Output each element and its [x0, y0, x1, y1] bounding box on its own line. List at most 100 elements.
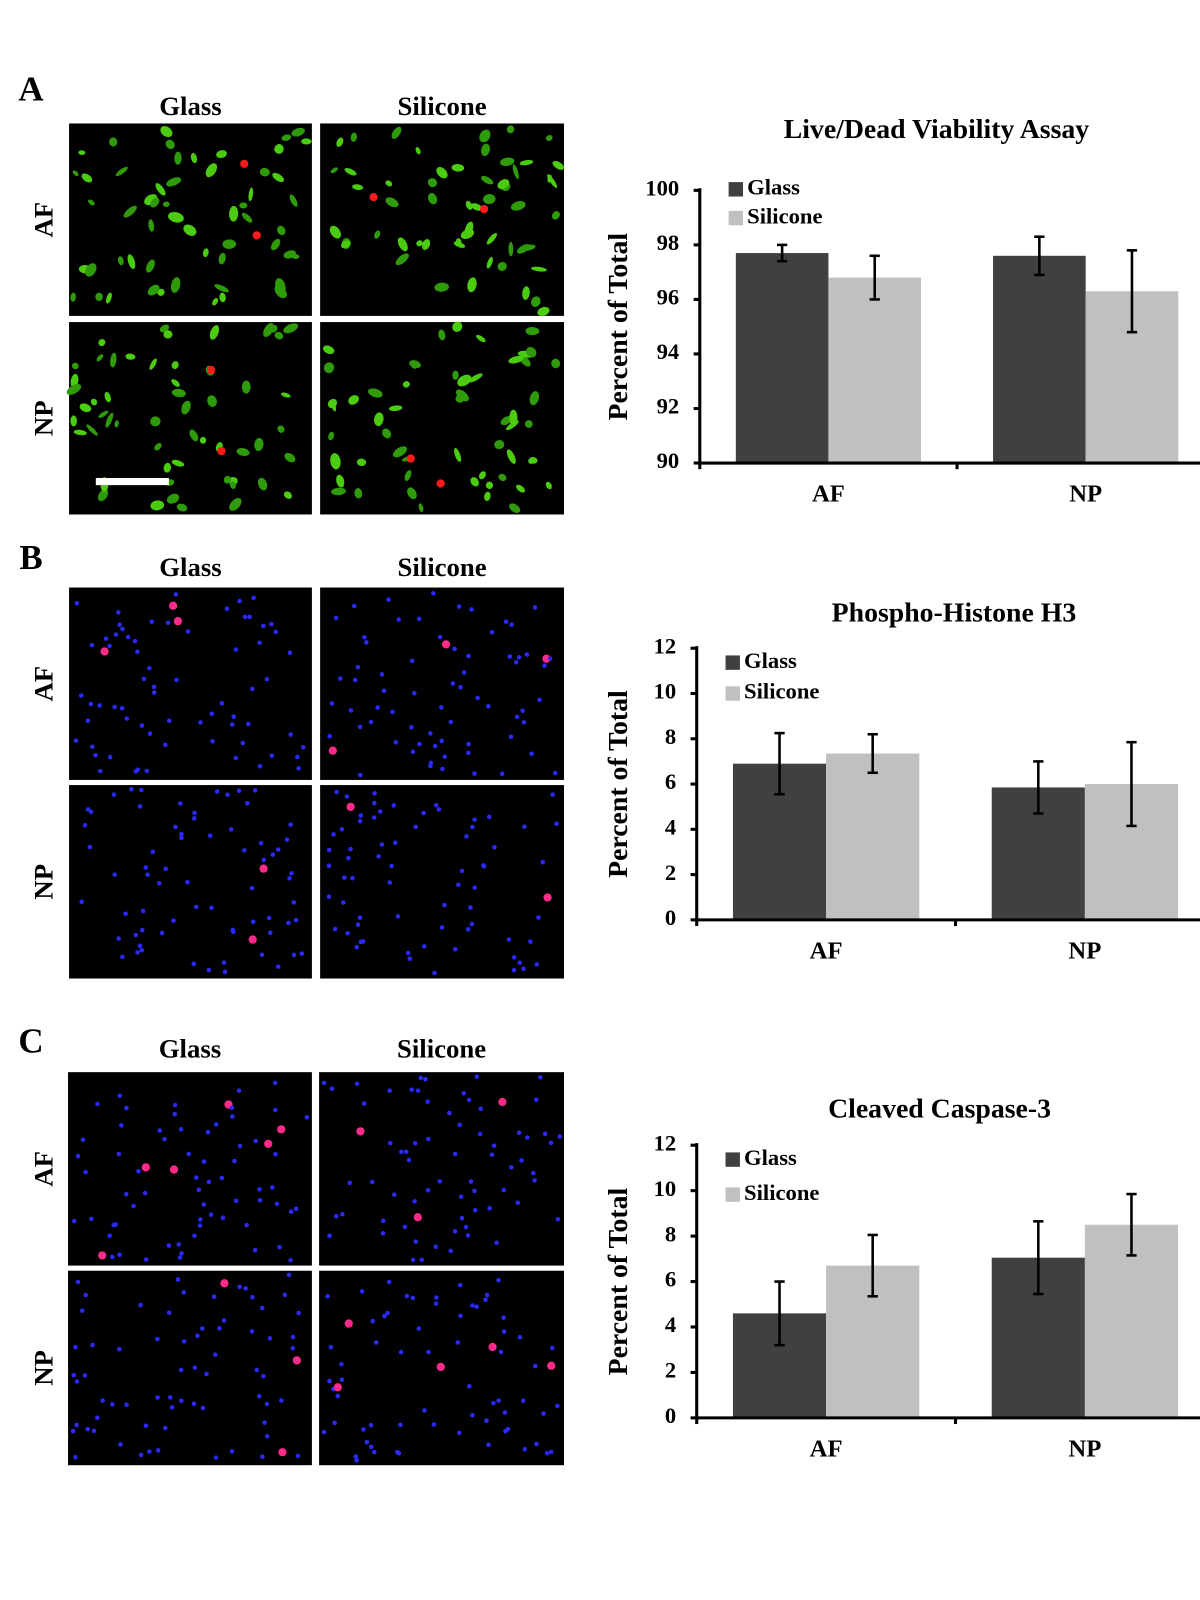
nucleus: [142, 1190, 148, 1196]
cell: [519, 159, 534, 166]
cell: [508, 355, 524, 364]
nucleus: [258, 840, 264, 846]
nucleus: [390, 709, 395, 715]
nucleus: [205, 1129, 211, 1135]
nucleus: [83, 1292, 88, 1298]
nucleus: [452, 946, 458, 952]
nucleus: [464, 834, 469, 839]
row-label: AF: [29, 202, 59, 238]
nucleus: [249, 885, 255, 891]
nucleus: [125, 634, 131, 640]
nucleus: [73, 1344, 78, 1350]
nucleus: [409, 658, 415, 664]
nucleus: [155, 1448, 161, 1453]
y-axis-label: Percent of Total: [603, 1187, 634, 1375]
cell: [157, 288, 165, 296]
cell: [484, 491, 491, 502]
y-tick-label: 12: [654, 1130, 677, 1155]
nucleus: [475, 695, 480, 701]
nucleus: [212, 1352, 218, 1357]
nucleus: [368, 719, 374, 725]
nucleus: [517, 960, 522, 966]
cell: [331, 399, 336, 412]
nucleus: [206, 967, 212, 973]
nucleus: [75, 1279, 81, 1285]
cell: [323, 362, 335, 374]
nucleus: [88, 809, 94, 815]
nucleus: [368, 1444, 374, 1450]
cell: [212, 298, 219, 306]
nucleus: [552, 770, 558, 776]
nucleus: [468, 905, 473, 910]
cell: [494, 440, 505, 450]
nucleus: [457, 1122, 462, 1128]
y-tick-label: 6: [665, 1267, 676, 1292]
nucleus: [465, 926, 471, 932]
error-bar: [1033, 1220, 1044, 1296]
cell: [160, 125, 173, 138]
nucleus: [124, 716, 130, 721]
error-bar: [869, 254, 880, 301]
cell: [88, 199, 95, 206]
nucleus: [270, 852, 276, 857]
cell: [207, 395, 217, 407]
cell: [95, 292, 103, 302]
nucleus: [163, 1425, 168, 1431]
nucleus: [129, 786, 134, 792]
nucleus: [352, 677, 358, 683]
nucleus: [165, 620, 171, 626]
cell: [329, 225, 341, 239]
nucleus: [74, 1422, 79, 1428]
nucleus: [124, 1402, 129, 1408]
cell: [509, 503, 521, 513]
error-bar: [1126, 740, 1137, 828]
cell: [150, 416, 161, 427]
nucleus: [492, 844, 497, 850]
micrograph-bg: [320, 785, 564, 979]
nucleus: [406, 1157, 412, 1163]
nucleus: [220, 1279, 229, 1288]
cell: [512, 164, 519, 180]
cell: [368, 388, 383, 398]
nucleus: [179, 835, 184, 841]
cell: [497, 261, 507, 271]
cell: [70, 292, 76, 302]
y-tick-label: 2: [665, 860, 676, 885]
nucleus: [176, 1242, 182, 1247]
nucleus: [264, 1401, 270, 1407]
nucleus: [538, 1075, 543, 1080]
nucleus: [117, 1346, 122, 1352]
cell: [500, 416, 512, 426]
nucleus: [242, 614, 248, 620]
nucleus: [230, 1114, 235, 1119]
cell: [209, 325, 220, 340]
nucleus: [486, 704, 491, 709]
nucleus: [221, 960, 227, 965]
nucleus: [275, 847, 281, 852]
nucleus: [416, 1326, 422, 1331]
nucleus: [274, 1201, 280, 1207]
nucleus: [257, 640, 262, 646]
nucleus: [233, 647, 239, 652]
nucleus: [198, 1217, 203, 1222]
nucleus: [501, 1315, 506, 1320]
nucleus: [289, 871, 294, 876]
nucleus: [229, 1105, 235, 1111]
nucleus: [85, 718, 91, 724]
cell: [90, 398, 98, 406]
nucleus: [350, 876, 355, 881]
nucleus: [440, 766, 445, 772]
nucleus: [491, 1143, 497, 1148]
micrograph-bg: [68, 1270, 312, 1466]
nucleus: [511, 967, 517, 973]
nucleus: [373, 1340, 379, 1345]
nucleus: [396, 1451, 402, 1456]
nucleus: [264, 676, 270, 682]
nucleus: [95, 1101, 100, 1107]
nucleus: [78, 693, 84, 698]
nucleus: [375, 705, 380, 710]
micrograph: [66, 322, 312, 515]
cell: [547, 174, 558, 188]
nucleus: [433, 1244, 438, 1250]
nucleus: [517, 1335, 523, 1340]
